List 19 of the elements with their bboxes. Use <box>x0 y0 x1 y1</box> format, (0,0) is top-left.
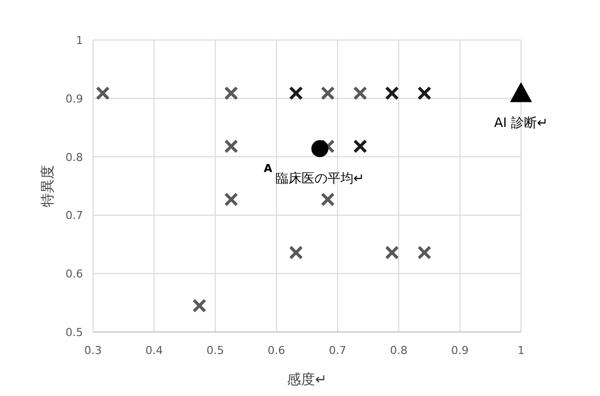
x-tick-label: 0.5 <box>206 344 224 357</box>
series-label: AI 診断↵ <box>494 116 548 132</box>
annotation: A <box>264 162 273 175</box>
x-tick-label: 0.3 <box>84 344 102 357</box>
x-axis-title: 感度↵ <box>287 372 327 388</box>
y-axis-title: 特異度 <box>40 165 56 207</box>
x-tick-label: 0.7 <box>328 344 346 357</box>
y-tick-label: 1 <box>76 34 83 47</box>
x-tick-label: 0.6 <box>268 344 286 357</box>
x-tick-label: 0.8 <box>390 344 408 357</box>
series-label: 臨床医の平均↵ <box>275 172 364 187</box>
x-tick-label: 1 <box>518 344 524 357</box>
y-tick-label: 0.6 <box>66 268 83 281</box>
x-tick-label: 0.9 <box>451 344 469 357</box>
y-tick-label: 0.9 <box>66 92 83 106</box>
y-tick-label: 0.7 <box>66 209 83 222</box>
x-tick-label: 0.4 <box>145 344 163 357</box>
y-tick-label: 0.5 <box>66 326 83 339</box>
y-tick-label: 0.8 <box>66 150 83 164</box>
